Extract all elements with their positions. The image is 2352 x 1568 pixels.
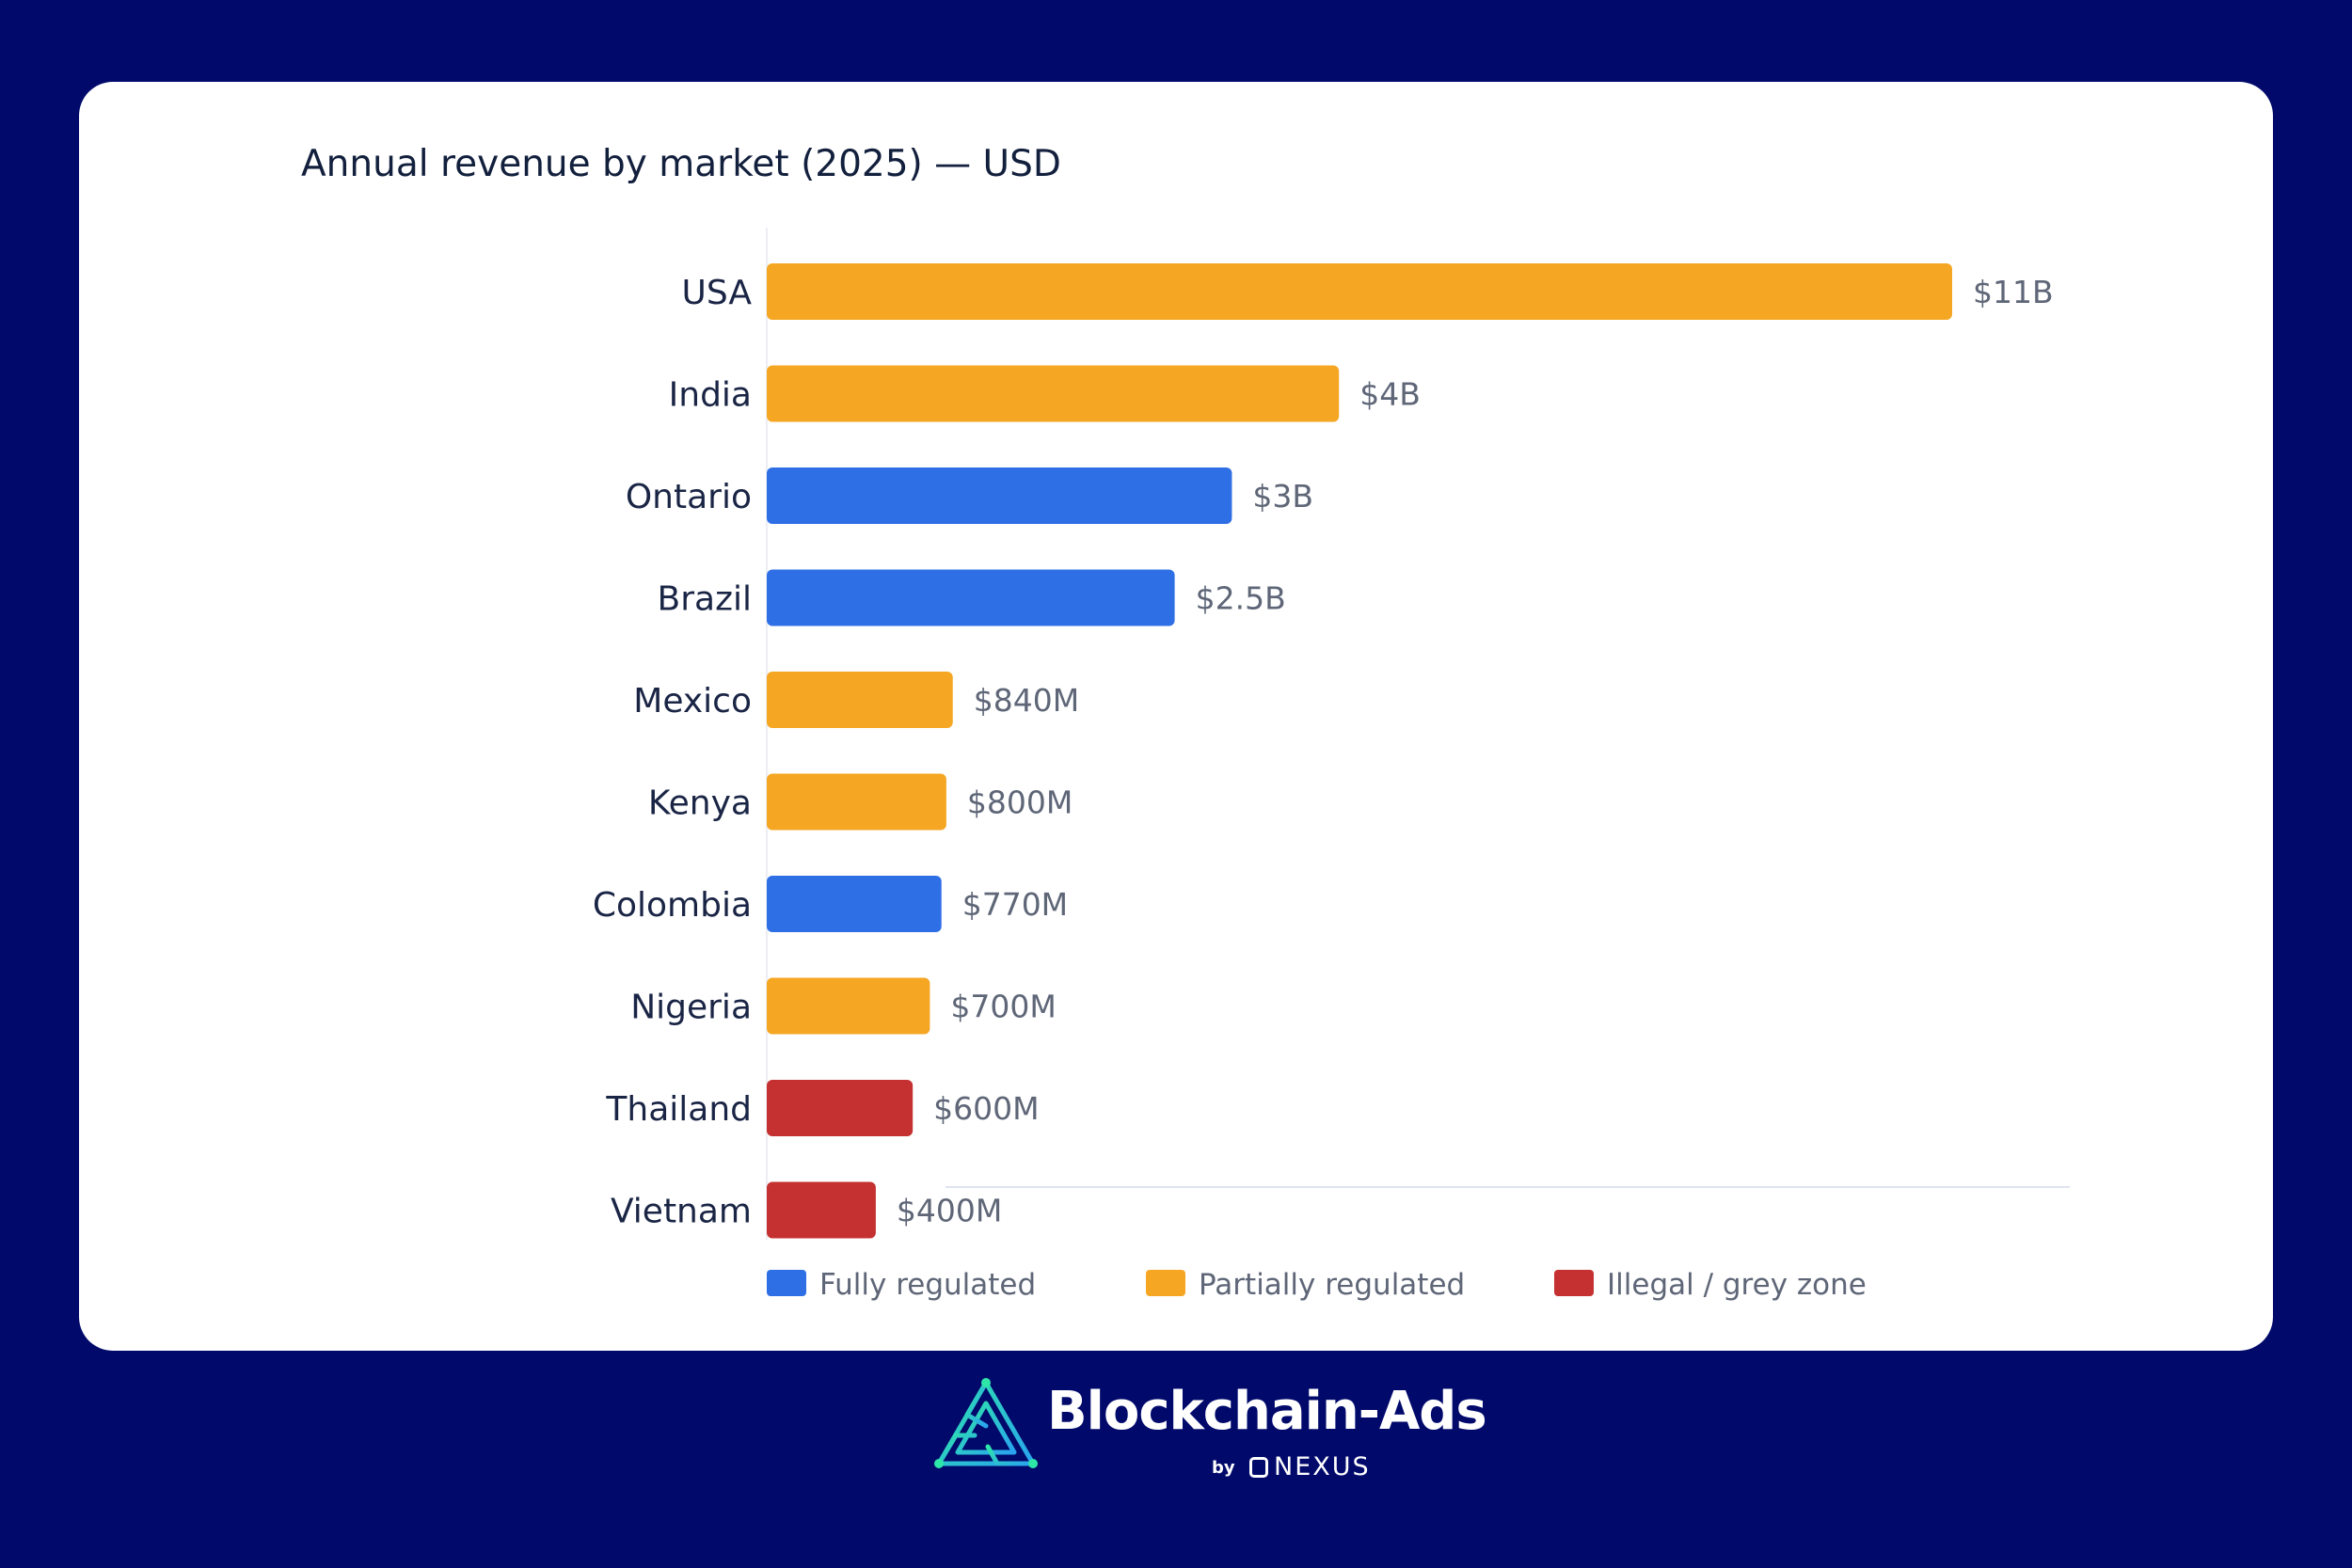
value-label: $600M: [933, 1090, 1039, 1127]
brand-logo: Blockchain-Ads by NEXUS: [930, 1375, 1487, 1497]
value-label: $840M: [974, 682, 1079, 719]
category-label: Kenya: [648, 784, 752, 823]
bar-ontario: [767, 467, 1232, 524]
category-label: India: [669, 376, 752, 415]
bar-thailand: [767, 1080, 914, 1136]
bar-kenya: [767, 773, 946, 831]
category-label: Ontario: [626, 478, 752, 516]
bar-usa: [767, 263, 1952, 320]
nexus-mark-icon: [1249, 1457, 1268, 1478]
legend-label: Fully regulated: [819, 1268, 1036, 1302]
category-label: USA: [682, 274, 753, 312]
legend-label: Illegal / grey zone: [1607, 1268, 1867, 1302]
blockchain-ads-logo-icon: [934, 1378, 1038, 1468]
partner-name: NEXUS: [1249, 1452, 1371, 1481]
value-label: $400M: [897, 1193, 1002, 1229]
partner-label: NEXUS: [1274, 1452, 1371, 1481]
legend-label: Partially regulated: [1199, 1268, 1465, 1302]
value-label: $2.5B: [1196, 580, 1286, 617]
value-label: $700M: [950, 989, 1056, 1025]
legend-swatch-partially-regulated: [1146, 1270, 1185, 1296]
chart-title: Annual revenue by market (2025) — USD: [301, 143, 1061, 185]
bar-brazil: [767, 569, 1175, 626]
bar-vietnam: [767, 1181, 876, 1239]
brand-by: by: [1212, 1458, 1235, 1478]
value-label: $3B: [1252, 478, 1313, 515]
brand-name: Blockchain-Ads: [1047, 1381, 1487, 1442]
value-label: $800M: [967, 784, 1073, 821]
bar-colombia: [767, 876, 942, 932]
category-label: Colombia: [593, 886, 752, 925]
legend-swatch-illegal-grey-zone: [1554, 1270, 1594, 1296]
value-label: $770M: [962, 886, 1068, 923]
legend-swatch-fully-regulated: [767, 1270, 806, 1296]
category-label: Nigeria: [630, 989, 752, 1027]
category-label: Vietnam: [611, 1193, 752, 1231]
category-label: Thailand: [605, 1090, 752, 1129]
value-label: $4B: [1359, 376, 1421, 413]
bar-nigeria: [767, 977, 930, 1035]
category-label: Mexico: [633, 682, 752, 721]
bar-india: [767, 365, 1340, 422]
value-label: $11B: [1973, 274, 2054, 310]
category-label: Brazil: [658, 580, 752, 619]
bar-mexico: [767, 672, 953, 728]
